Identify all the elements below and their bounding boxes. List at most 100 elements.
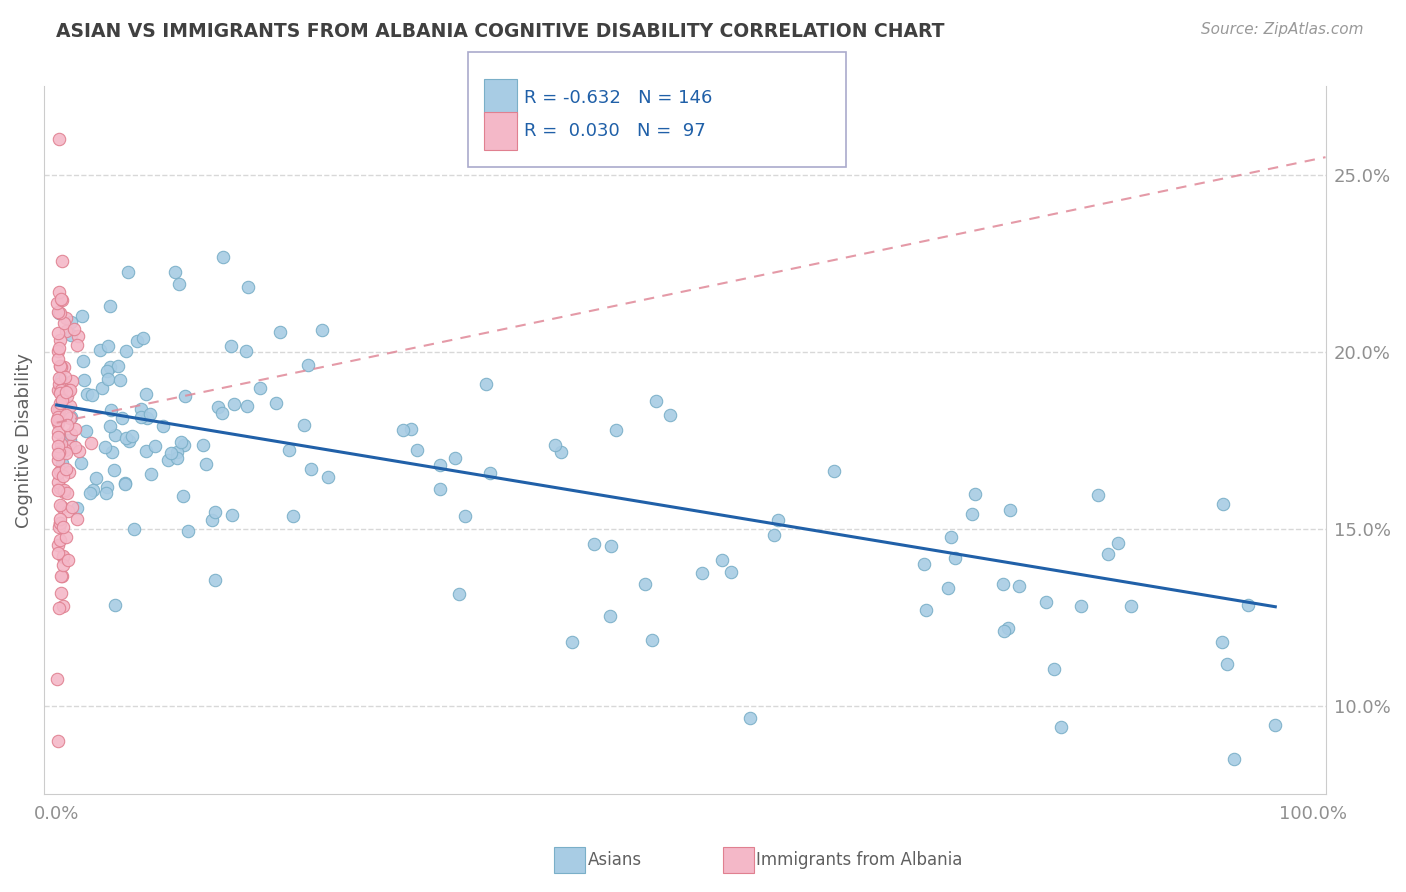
Point [131,331,153,345]
Point [104,427,127,442]
Point [59,439,82,453]
Point [49,569,72,583]
Point [75,424,97,438]
Point [59,328,82,343]
Point [49,383,72,397]
Point [915,603,938,617]
Point [97,339,120,353]
Point [48,377,70,392]
Point [53,316,76,330]
Point [46,734,69,748]
Point [58,552,80,566]
Point [277,443,299,458]
Point [166,445,188,459]
Point [82,388,104,402]
Point [125,334,148,348]
Point [58,383,80,397]
Point [166,451,188,466]
Point [212,250,235,264]
Point [1107,536,1129,550]
Point [55,461,77,475]
Point [823,464,845,478]
Point [204,505,226,519]
Point [49,498,72,512]
Point [53,370,76,384]
Point [222,397,245,411]
Point [48,341,70,355]
Point [177,524,200,538]
Point [46,410,69,425]
Point [48,132,70,146]
Point [56,389,79,403]
Point [49,464,72,478]
Point [600,539,623,553]
Point [48,402,70,417]
Point [991,577,1014,591]
Point [67,443,90,458]
Point [1215,657,1237,672]
Point [55,418,77,433]
Point [1042,662,1064,676]
Point [429,458,451,472]
Point [66,328,89,343]
Point [48,359,70,373]
Point [136,410,159,425]
Point [59,410,82,425]
Point [48,371,70,385]
Point [97,372,120,386]
Point [51,568,73,582]
Point [738,711,761,725]
Point [474,376,496,391]
Text: Immigrants from Albania: Immigrants from Albania [756,851,963,869]
Point [66,501,89,516]
Point [98,418,121,433]
Point [221,508,243,522]
Point [124,522,146,536]
Point [46,672,69,686]
Point [236,399,259,413]
Point [48,305,70,319]
Point [46,413,69,427]
Point [710,553,733,567]
Text: Asians: Asians [588,851,641,869]
Point [51,372,73,386]
Point [46,296,69,310]
Point [60,375,83,389]
Point [141,467,163,482]
Point [80,436,103,450]
Point [89,343,111,357]
Point [658,409,681,423]
Point [46,305,69,319]
Point [55,409,77,423]
Point [311,322,333,336]
Point [129,402,152,417]
Point [52,599,75,614]
Point [46,546,69,560]
Point [249,381,271,395]
Point [94,440,117,454]
Point [690,566,713,581]
Point [98,360,121,375]
Point [238,280,260,294]
Point [49,306,72,320]
Point [114,476,136,491]
Point [399,421,422,435]
Point [79,485,101,500]
Point [114,431,136,445]
Point [941,530,963,544]
Point [997,621,1019,635]
Point [58,466,80,480]
Point [936,581,959,595]
Point [56,485,79,500]
Point [114,344,136,359]
Point [46,483,69,497]
Point [191,438,214,452]
Point [103,463,125,477]
Point [72,309,94,323]
Point [98,299,121,313]
Point [108,372,131,386]
Point [561,635,583,649]
Point [49,359,72,374]
Point [49,292,72,306]
Point [1223,752,1246,766]
